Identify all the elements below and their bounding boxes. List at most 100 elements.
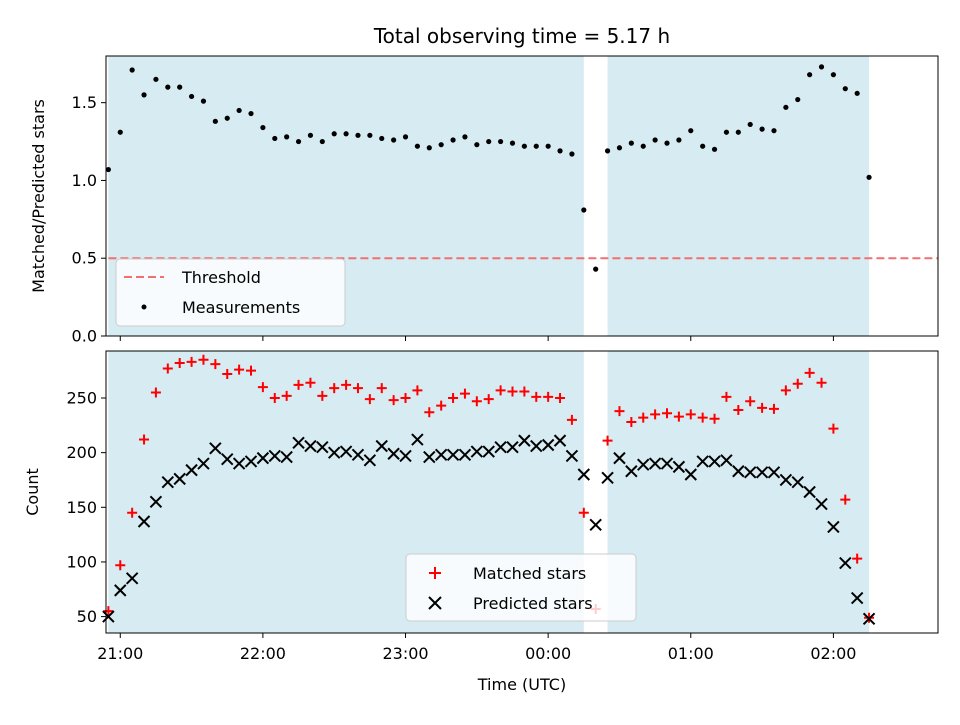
- measurement-point: [735, 129, 741, 135]
- x-tick-label: 21:00: [97, 644, 143, 663]
- matched-star-point: [685, 409, 696, 420]
- predicted-star-point: [149, 495, 163, 509]
- predicted-star-point: [648, 457, 662, 470]
- measurement-point: [557, 148, 563, 154]
- matched-star-point: [828, 423, 839, 434]
- predicted-star-point: [161, 475, 175, 489]
- predicted-star-point: [839, 556, 852, 570]
- predicted-star-point: [411, 433, 424, 446]
- predicted-star-point: [114, 584, 127, 597]
- predicted-star-point: [446, 448, 460, 462]
- matched-star-point: [424, 407, 435, 418]
- bottom-y-tick-label: 200: [66, 443, 97, 462]
- matched-star-point: [127, 507, 138, 518]
- legend-predicted-label: Predicted stars: [473, 594, 593, 613]
- predicted-star-point: [637, 458, 650, 471]
- top-plot-frame: [105, 55, 939, 337]
- matched-star-point: [519, 386, 530, 397]
- legend-measurements-label: Measurements: [182, 298, 300, 317]
- measurement-point: [367, 132, 373, 138]
- measurement-point: [688, 128, 694, 134]
- matched-star-point: [257, 382, 268, 393]
- matched-star-point: [709, 413, 720, 424]
- measurement-point: [450, 137, 456, 143]
- matched-star-point: [757, 402, 768, 413]
- measurement-point: [842, 86, 848, 92]
- chart-title: Total observing time = 5.17 h: [373, 24, 670, 48]
- measurement-point: [331, 131, 337, 137]
- matched-star-point: [222, 368, 233, 379]
- predicted-star-point: [339, 445, 353, 458]
- matched-star-point: [792, 378, 803, 389]
- matched-star-point: [186, 356, 197, 367]
- predicted-star-point: [280, 450, 293, 464]
- matched-star-point: [650, 409, 661, 420]
- predicted-star-point: [458, 448, 472, 462]
- predicted-star-point: [506, 440, 519, 454]
- measurement-point: [355, 132, 361, 138]
- predicted-star-point: [743, 466, 757, 479]
- matched-star-point: [162, 363, 173, 374]
- matched-star-point: [448, 393, 459, 403]
- measurement-point: [498, 138, 504, 145]
- predicted-star-point: [494, 440, 507, 454]
- measurement-point: [509, 140, 516, 146]
- x-tick-label: 23:00: [382, 644, 428, 663]
- matched-star-point: [852, 553, 863, 564]
- predicted-stars-series: [102, 433, 876, 625]
- predicted-star-point: [173, 472, 186, 486]
- measurement-point: [521, 143, 527, 149]
- predicted-star-point: [625, 465, 638, 478]
- measurement-point: [771, 128, 777, 134]
- measurement-point: [533, 143, 539, 149]
- matched-star-point: [495, 385, 506, 396]
- matched-star-point: [543, 391, 554, 402]
- measurement-point: [414, 143, 421, 149]
- measurement-point: [747, 121, 753, 128]
- measurements-series: [105, 64, 872, 272]
- matched-star-point: [626, 417, 637, 428]
- predicted-star-point: [815, 497, 828, 511]
- measurement-point: [700, 143, 706, 149]
- matched-star-point: [507, 386, 518, 397]
- top-y-axis: 0.0 0.5 1.0 1.5: [72, 93, 106, 346]
- matched-star-point: [638, 412, 649, 423]
- legend-matched-swatch: [429, 567, 441, 579]
- predicted-star-point: [708, 455, 721, 468]
- predicted-star-point: [827, 520, 840, 534]
- matched-star-point: [459, 388, 470, 399]
- measurement-point: [604, 148, 611, 154]
- predicted-star-point: [232, 457, 246, 470]
- predicted-star-point: [660, 457, 674, 470]
- measurement-point: [795, 96, 801, 103]
- bottom-y-axis: 50 100 150 200 250: [66, 389, 106, 626]
- predicted-star-point: [482, 445, 495, 458]
- measurement-point: [545, 143, 551, 149]
- measurement-point: [783, 104, 789, 110]
- matched-star-point: [341, 379, 352, 390]
- measurement-point: [486, 138, 492, 145]
- measurement-point: [854, 90, 860, 96]
- matched-star-point: [317, 390, 328, 401]
- matched-star-point: [566, 414, 577, 425]
- matched-star-point: [531, 391, 542, 402]
- top-legend-box: [115, 258, 346, 327]
- predicted-star-point: [244, 455, 258, 468]
- bottom-y-tick-label: 100: [66, 552, 97, 571]
- measurement-point: [141, 92, 147, 98]
- measurement-point: [830, 72, 837, 78]
- measurement-point: [200, 98, 207, 104]
- measurement-point: [391, 137, 397, 143]
- matched-star-point: [281, 390, 292, 401]
- predicted-star-point: [541, 438, 555, 452]
- measurement-point: [818, 64, 825, 70]
- top-y-tick-label: 0.0: [72, 327, 97, 346]
- predicted-star-point: [399, 449, 412, 463]
- measurement-point: [640, 143, 646, 149]
- measurement-point: [319, 138, 325, 145]
- x-axis-label: Time (UTC): [477, 675, 566, 694]
- predicted-star-point: [720, 454, 733, 467]
- matched-star-point: [816, 377, 827, 388]
- predicted-star-point: [767, 466, 781, 479]
- matched-star-point: [210, 359, 221, 370]
